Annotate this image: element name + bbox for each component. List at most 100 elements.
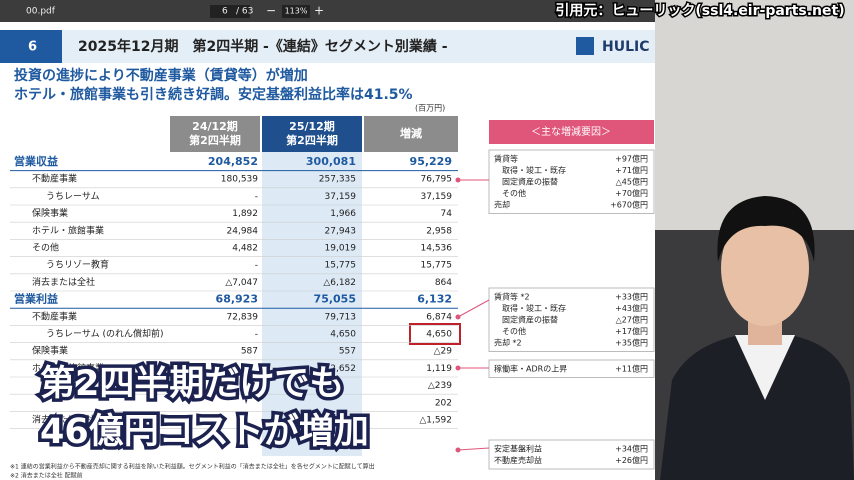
factor-box [488, 287, 655, 352]
row-label: うちレーサム (のれん償却前) [46, 328, 164, 340]
header-bar [0, 30, 655, 63]
factor-label: 売却 [494, 200, 510, 210]
cell: - [255, 330, 258, 340]
factor-label: 固定資産の振替 [502, 315, 558, 325]
unit: (百万円) [415, 104, 445, 113]
suit [660, 335, 854, 480]
cell: 15,775 [325, 261, 357, 271]
cell: △7,047 [225, 278, 258, 288]
cell: 202 [435, 398, 452, 408]
toolbar [0, 0, 655, 22]
header-cell [262, 116, 362, 152]
row-label: 保険事業 [32, 345, 68, 357]
row-label: ホテル・旅館事業 [32, 362, 104, 374]
cell: 1,966 [330, 209, 356, 219]
cell: △239 [428, 381, 452, 391]
cell: 37,159 [325, 192, 357, 202]
factor-label: 稼働率・ADRの上昇 [494, 364, 567, 374]
cell: △29 [434, 347, 453, 357]
cell: 4,650 [330, 330, 356, 340]
factor-label: 賃貸等 *2 [494, 292, 530, 302]
cell: 2,652 [330, 364, 356, 374]
hair [717, 196, 815, 262]
cell: - [255, 261, 258, 271]
factor-label: 取得・竣工・既存 [502, 165, 566, 175]
header-text: 増減 [400, 126, 422, 140]
factor-box [488, 439, 655, 470]
connector [457, 299, 490, 318]
logo-mark [576, 37, 594, 55]
factor-label: 取得・竣工・既存 [502, 303, 566, 313]
factors-header [489, 120, 654, 144]
connector-dot [455, 314, 461, 320]
factor-value: +97億円 [615, 154, 648, 164]
slide-title: 2025年12月期 第2四半期 -《連結》セグメント別業績 - [78, 38, 448, 55]
zoom[interactable]: 113% [285, 7, 308, 16]
factor-label: 不動産売却益 [494, 455, 542, 465]
cell: 1,119 [426, 364, 452, 374]
zoom-out[interactable]: − [266, 4, 276, 18]
page-count: / 63 [236, 7, 253, 17]
logo: HULIC [602, 39, 650, 55]
factor-value: +43億円 [615, 303, 648, 313]
connector-dot [455, 177, 461, 183]
factor-value: +11億円 [615, 364, 648, 374]
cell: 75,055 [314, 293, 356, 306]
subtitle: 投資の進捗により不動産事業（賃貸等）が増加 [14, 67, 308, 84]
cell: 1,892 [232, 209, 258, 219]
cell: 27,943 [325, 226, 357, 236]
factor-value: +33億円 [615, 292, 648, 302]
highlight-column [262, 116, 362, 456]
cell: 19,019 [325, 244, 357, 254]
cell: 68,923 [216, 293, 258, 306]
factor-box [488, 359, 655, 378]
footnote: ※2 消去または全社 配賦前 [10, 472, 83, 480]
row-label: 営業収益 [14, 154, 58, 168]
cell: 95,229 [410, 155, 452, 168]
caption: 46億円コストが増加 [40, 412, 369, 452]
factor-label: その他 [502, 326, 526, 336]
cell: 15,775 [421, 261, 453, 271]
factor-label: 売却 *2 [494, 338, 522, 348]
wall [655, 0, 854, 230]
page-box [210, 5, 250, 18]
cell: 74 [441, 209, 453, 219]
row-label: 不動産事業 [32, 173, 77, 185]
cell: 6,874 [426, 312, 452, 322]
cell: 257,335 [319, 175, 356, 185]
file-name: 00.pdf [26, 7, 56, 17]
cell: 557 [339, 347, 356, 357]
header-cell [170, 116, 260, 152]
factor-label: 安定基盤利益 [494, 444, 542, 454]
factor-value: +17億円 [615, 326, 648, 336]
connector-dot [455, 365, 461, 371]
highlight-box [409, 323, 461, 345]
header-text: 25/12期 [289, 119, 335, 133]
row-label: ホテル・旅館事業 [32, 224, 104, 236]
header-cell [364, 116, 458, 152]
factor-box [488, 149, 655, 214]
cell: 6,132 [417, 293, 452, 306]
shirt [735, 335, 795, 400]
connector-dot [455, 447, 461, 453]
cell: 2,958 [426, 226, 452, 236]
zoom-in[interactable]: + [314, 4, 324, 18]
row-label: 保険事業 [32, 207, 68, 219]
cell: 24,984 [227, 226, 259, 236]
header-text: 第2四半期 [286, 133, 338, 147]
cell: 14,536 [421, 244, 453, 254]
cell: - [255, 192, 258, 202]
cell: 587 [241, 347, 258, 357]
cell: 72,839 [227, 312, 259, 322]
factor-value: +71億円 [615, 165, 648, 175]
factor-value: △27億円 [616, 315, 648, 325]
factor-value: +70億円 [615, 188, 648, 198]
row-label: うちリゾー教育 [46, 259, 109, 271]
factors-title: ＜主な増減要因＞ [531, 125, 611, 138]
page-number[interactable]: 6 [222, 7, 228, 17]
cell: 864 [435, 278, 452, 288]
slide-number: 6 [28, 40, 37, 55]
cell: 79,713 [325, 312, 357, 322]
subtitle: ホテル・旅館事業も引き続き好調。安定基盤利益比率は41.5% [14, 86, 413, 103]
